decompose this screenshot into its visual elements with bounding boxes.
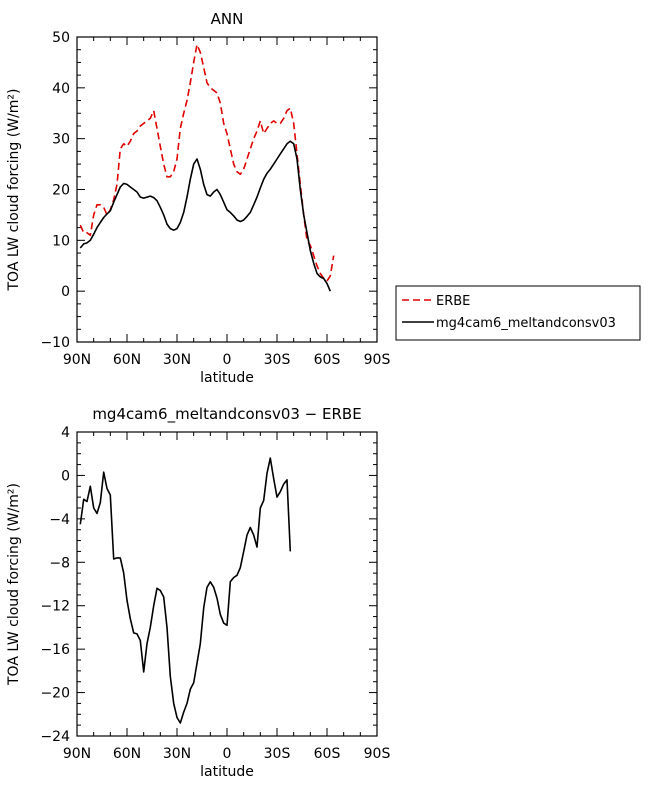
x-tick-label: 0 bbox=[223, 746, 232, 762]
chart-title: mg4cam6_meltandconsv03 − ERBE bbox=[92, 405, 361, 424]
legend: ERBE mg4cam6_meltandconsv03 bbox=[395, 285, 641, 341]
x-tick-label: 60N bbox=[113, 746, 141, 762]
y-tick-label: 50 bbox=[52, 30, 70, 46]
series-line-mg4cam6-meltandconsv03 bbox=[79, 140, 332, 292]
y-axis-label: TOA LW cloud forcing (W/m²) bbox=[6, 89, 22, 292]
legend-label: mg4cam6_meltandconsv03 bbox=[436, 316, 616, 331]
top-panel: 90N 60N 30N 0 30S 60S 90S −10 0 10 20 30 40 50 ANN lati… bbox=[6, 10, 390, 386]
legend-label: ERBE bbox=[436, 294, 470, 309]
y-tick-label: −20 bbox=[40, 686, 70, 702]
x-tick-label: 30S bbox=[264, 352, 291, 368]
x-tick-label: 30N bbox=[163, 746, 191, 762]
y-tick-label: 4 bbox=[61, 425, 70, 441]
y-tick-label: −24 bbox=[40, 729, 70, 745]
plot-frame bbox=[76, 431, 378, 737]
y-tick-label: −16 bbox=[40, 642, 70, 658]
x-tick-label: 60S bbox=[314, 746, 341, 762]
x-tick-label: 30N bbox=[163, 352, 191, 368]
y-tick-label: 20 bbox=[52, 183, 70, 199]
y-axis-label: TOA LW cloud forcing (W/m²) bbox=[6, 483, 22, 686]
chart-title: ANN bbox=[211, 10, 244, 28]
x-tick-label: 90S bbox=[364, 352, 391, 368]
plot-frame bbox=[76, 36, 378, 343]
y-tick-label: −8 bbox=[49, 555, 70, 571]
x-tick-label: 30S bbox=[264, 746, 291, 762]
series-line-difference bbox=[79, 457, 292, 724]
y-tick-label: 10 bbox=[52, 233, 70, 249]
y-tick-label: −12 bbox=[40, 599, 70, 615]
x-tick-label: 90N bbox=[63, 746, 91, 762]
x-tick-label: 90S bbox=[364, 746, 391, 762]
y-tick-label: 30 bbox=[52, 132, 70, 148]
bottom-panel: 90N 60N 30N 0 30S 60S 90S −24 −20 −16 −12 −8 −4 0 4 mg4… bbox=[6, 405, 390, 780]
x-axis-label: latitude bbox=[200, 370, 254, 386]
legend-box bbox=[395, 285, 641, 341]
y-tick-label: 40 bbox=[52, 81, 70, 97]
y-tick-label: 0 bbox=[61, 468, 70, 484]
y-tick-label: −4 bbox=[49, 512, 70, 528]
x-tick-label: 60S bbox=[314, 352, 341, 368]
x-tick-label: 60N bbox=[113, 352, 141, 368]
y-tick-label: −10 bbox=[40, 335, 70, 351]
x-axis-label: latitude bbox=[200, 764, 254, 780]
x-tick-label: 0 bbox=[223, 352, 232, 368]
y-tick-label: 0 bbox=[61, 284, 70, 300]
series-line-erbe bbox=[79, 43, 335, 282]
x-tick-label: 90N bbox=[63, 352, 91, 368]
